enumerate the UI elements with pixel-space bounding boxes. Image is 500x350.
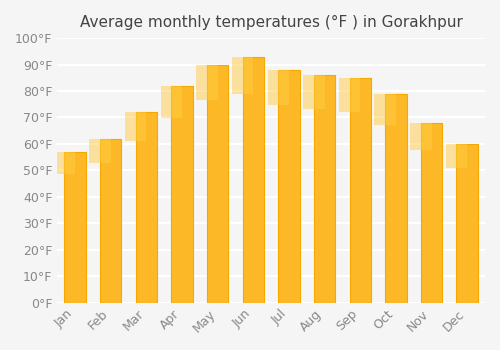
Bar (350, 78, 371, 303)
Bar (374, 94, 396, 125)
Bar (314, 75, 336, 303)
Bar (207, 65, 229, 303)
Bar (125, 112, 146, 141)
Bar (339, 78, 360, 112)
Bar (446, 144, 467, 168)
Bar (385, 94, 406, 303)
Bar (196, 65, 218, 100)
Bar (90, 139, 110, 163)
Bar (136, 112, 157, 303)
Bar (100, 139, 122, 303)
Bar (54, 152, 75, 175)
Bar (232, 57, 254, 93)
Bar (242, 57, 264, 303)
Bar (160, 86, 182, 118)
Bar (278, 70, 299, 303)
Bar (172, 86, 192, 303)
Title: Average monthly temperatures (°F ) in Gorakhpur: Average monthly temperatures (°F ) in Go… (80, 15, 462, 30)
Bar (421, 123, 442, 303)
Bar (303, 75, 324, 109)
Bar (410, 123, 432, 150)
Bar (64, 152, 86, 303)
Bar (456, 144, 478, 303)
Bar (268, 70, 289, 105)
